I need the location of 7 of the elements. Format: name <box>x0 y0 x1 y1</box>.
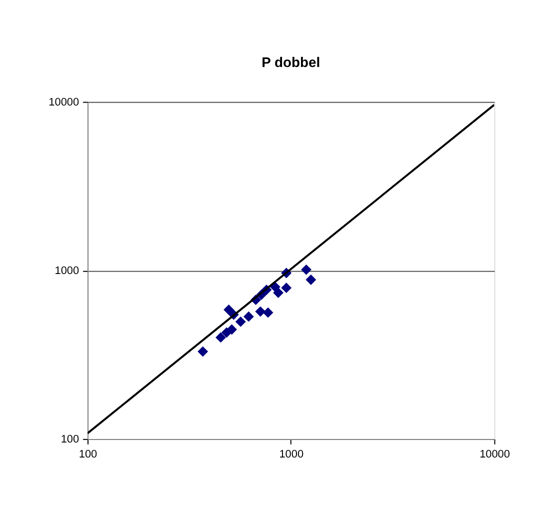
x-tick-label: 10000 <box>480 448 510 460</box>
x-tick-label: 1000 <box>279 448 304 460</box>
chart-title: P dobbel <box>262 54 320 70</box>
y-tick-label: 100 <box>60 433 80 446</box>
x-tick-label: 100 <box>78 448 98 460</box>
y-tick-label: 1000 <box>54 264 80 277</box>
y-tick-label: 10000 <box>48 96 80 108</box>
